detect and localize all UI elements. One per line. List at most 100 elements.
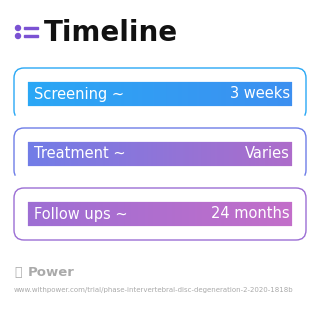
Bar (249, 128, 251, 180)
Bar (115, 128, 116, 180)
Bar (23, 68, 24, 120)
Bar (92, 68, 93, 120)
Bar (140, 68, 141, 120)
Bar (242, 188, 243, 240)
Bar (26, 188, 27, 240)
Bar (290, 188, 292, 240)
Bar (59, 128, 61, 180)
Bar (202, 188, 204, 240)
Bar (126, 68, 128, 120)
Bar (179, 128, 180, 180)
Bar (293, 128, 294, 180)
Bar (162, 128, 163, 180)
Bar (240, 68, 242, 120)
Bar (237, 68, 239, 120)
Bar (294, 68, 296, 120)
Bar (170, 68, 172, 120)
Bar (88, 68, 90, 120)
Bar (239, 188, 240, 240)
Bar (264, 188, 265, 240)
Bar (87, 68, 88, 120)
Bar (204, 188, 205, 240)
Bar (176, 188, 178, 240)
Bar (166, 68, 167, 120)
Bar (233, 188, 235, 240)
Bar (110, 68, 112, 120)
Bar (65, 188, 67, 240)
Bar (259, 68, 261, 120)
Bar (292, 128, 293, 180)
Bar (302, 68, 303, 120)
Bar (110, 128, 112, 180)
Bar (167, 188, 169, 240)
Bar (134, 68, 135, 120)
Bar (163, 128, 164, 180)
Bar (67, 68, 68, 120)
Bar (23, 128, 24, 180)
Bar (71, 188, 72, 240)
Bar (188, 68, 189, 120)
Bar (67, 128, 68, 180)
Bar (58, 128, 59, 180)
Bar (272, 128, 274, 180)
Bar (185, 68, 186, 120)
Bar (135, 188, 137, 240)
Bar (211, 188, 212, 240)
Text: Varies: Varies (245, 146, 290, 162)
Bar (90, 128, 92, 180)
Bar (145, 188, 147, 240)
Bar (92, 128, 93, 180)
Bar (235, 128, 236, 180)
Bar (271, 128, 272, 180)
Bar (227, 128, 228, 180)
Bar (267, 188, 268, 240)
Bar (196, 68, 198, 120)
Bar (221, 68, 223, 120)
Bar (84, 68, 85, 120)
Bar (198, 128, 199, 180)
Bar (218, 128, 220, 180)
Bar (180, 188, 182, 240)
Bar (287, 68, 289, 120)
Bar (48, 128, 49, 180)
Bar (278, 188, 280, 240)
Bar (138, 68, 140, 120)
Bar (20, 68, 21, 120)
Bar (218, 68, 220, 120)
Text: Power: Power (28, 266, 75, 279)
Bar (186, 128, 188, 180)
Bar (230, 128, 232, 180)
Bar (35, 128, 36, 180)
Bar (46, 188, 48, 240)
Bar (125, 188, 126, 240)
Bar (28, 188, 30, 240)
Bar (67, 188, 68, 240)
Bar (96, 68, 97, 120)
Bar (258, 68, 259, 120)
Bar (194, 68, 195, 120)
Bar (211, 68, 212, 120)
Bar (299, 68, 300, 120)
Bar (46, 128, 48, 180)
Bar (72, 128, 74, 180)
Bar (199, 128, 201, 180)
Bar (26, 128, 27, 180)
Bar (105, 128, 106, 180)
Bar (109, 128, 110, 180)
Bar (210, 188, 211, 240)
Bar (224, 128, 226, 180)
Bar (43, 188, 45, 240)
Bar (147, 128, 148, 180)
Bar (45, 188, 46, 240)
Bar (115, 68, 116, 120)
FancyArrow shape (24, 27, 38, 29)
Bar (275, 68, 277, 120)
Bar (132, 68, 134, 120)
Bar (265, 188, 267, 240)
Bar (258, 128, 259, 180)
Bar (131, 68, 132, 120)
Bar (192, 188, 194, 240)
Bar (284, 188, 285, 240)
Bar (48, 68, 49, 120)
Bar (94, 128, 96, 180)
